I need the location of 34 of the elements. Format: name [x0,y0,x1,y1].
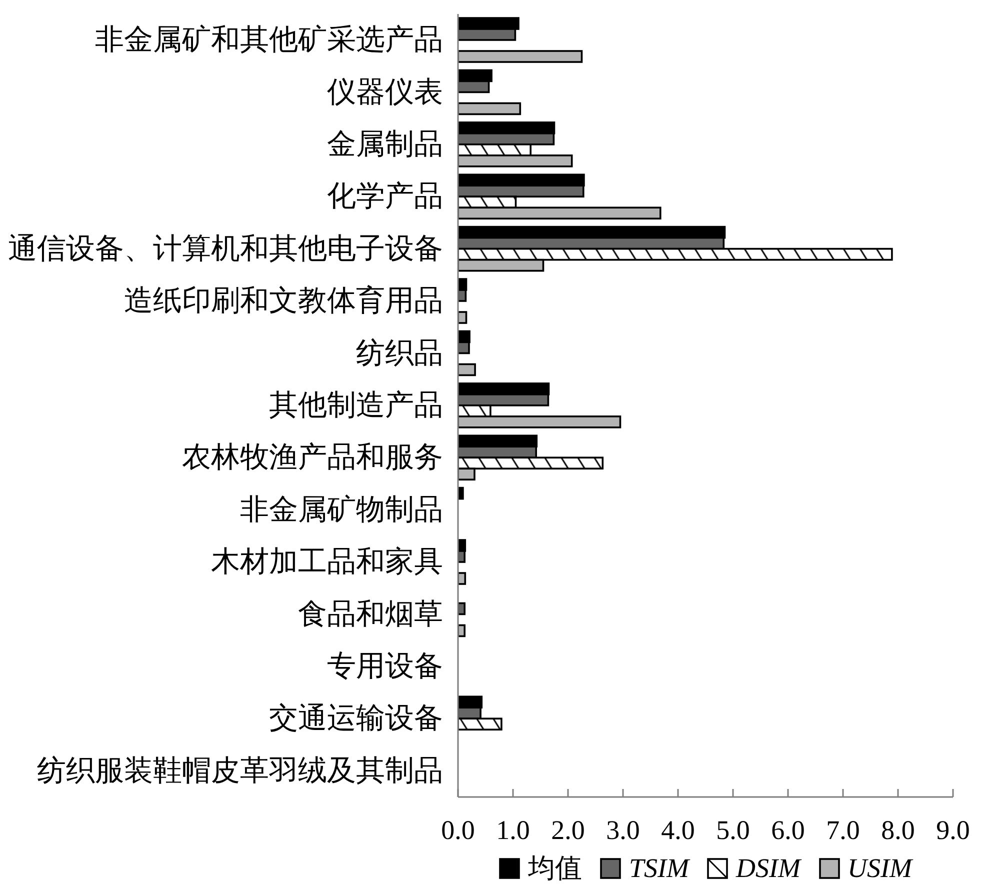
x-tick-label: 1.0 [496,815,530,845]
legend-label: TSIM [629,853,690,883]
x-tick-label: 6.0 [771,815,805,845]
bar [458,102,522,116]
bar [458,311,468,324]
y-tick-label: 食品和烟草 [298,598,443,630]
y-tick-label: 纺织服装鞋帽皮革羽绒及其制品 [37,754,443,787]
y-tick-label: 其他制造产品 [269,390,443,422]
y-tick-label: 农林牧渔产品和服务 [182,442,443,474]
x-tick-label: 3.0 [606,815,640,845]
y-tick-label: 仪器仪表 [327,76,443,108]
y-tick-label: 纺织品 [356,337,443,370]
legend-label: DSIM [736,853,800,883]
x-tick-label: 0.0 [441,815,475,845]
y-tick-label: 金属制品 [327,128,443,160]
x-tick-label: 7.0 [826,815,860,845]
bar [458,50,583,63]
y-tick-label: 非金属矿和其他矿采选产品 [95,24,443,56]
y-tick-label: 造纸印刷和文教体育用品 [124,284,443,318]
legend-label: USIM [848,853,912,883]
x-tick-label: 2.0 [551,815,585,845]
x-tick-label: 4.0 [661,815,695,845]
x-tick-label: 9.0 [936,815,970,845]
x-tick-label: 5.0 [716,815,750,845]
bar [458,363,476,376]
y-tick-label: 交通运输设备 [269,702,443,735]
y-tick-label: 化学产品 [327,180,443,213]
y-tick-label: 专用设备 [327,650,443,682]
y-tick-label: 木材加工品和家具 [211,546,443,578]
y-tick-label: 通信设备、计算机和其他电子设备 [8,232,443,265]
legend-label: 均值 [528,853,582,883]
x-tick-label: 8.0 [881,815,915,845]
y-tick-label: 非金属矿物制品 [240,494,443,526]
bar [458,572,466,585]
